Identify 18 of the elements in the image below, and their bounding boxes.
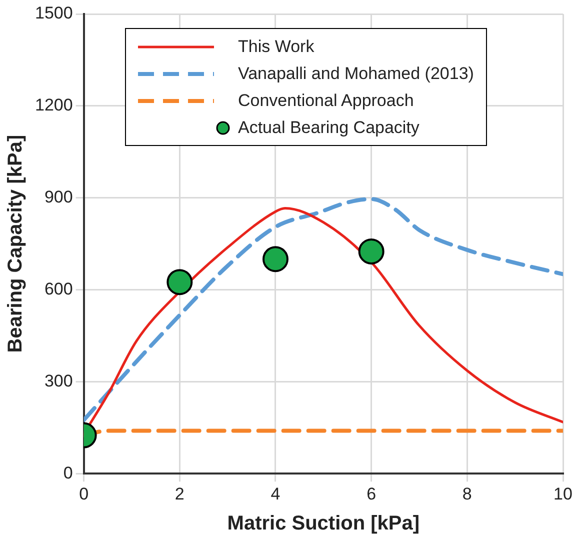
x-tick-label: 8 — [462, 484, 472, 504]
x-tick-label: 2 — [174, 484, 184, 504]
x-tick-label: 0 — [79, 484, 89, 504]
legend-label: Vanapalli and Mohamed (2013) — [238, 64, 474, 84]
x-tick-label: 6 — [366, 484, 376, 504]
y-tick-label: 900 — [44, 188, 73, 207]
x-tick-label: 10 — [554, 484, 572, 504]
x-axis-title: Matric Suction [kPa] — [227, 512, 420, 535]
y-tick-label: 1200 — [34, 96, 73, 115]
y-tick-label: 300 — [44, 371, 73, 390]
x-tick-label: 4 — [270, 484, 280, 504]
y-tick-label: 0 — [63, 463, 73, 482]
legend-label: Actual Bearing Capacity — [238, 118, 420, 138]
y-tick-label: 1500 — [34, 4, 73, 23]
legend-label: This Work — [238, 36, 314, 56]
y-axis-title: Bearing Capacity [kPa] — [4, 134, 27, 353]
y-tick-label: 600 — [44, 279, 73, 298]
legend-label: Conventional Approach — [238, 90, 414, 110]
